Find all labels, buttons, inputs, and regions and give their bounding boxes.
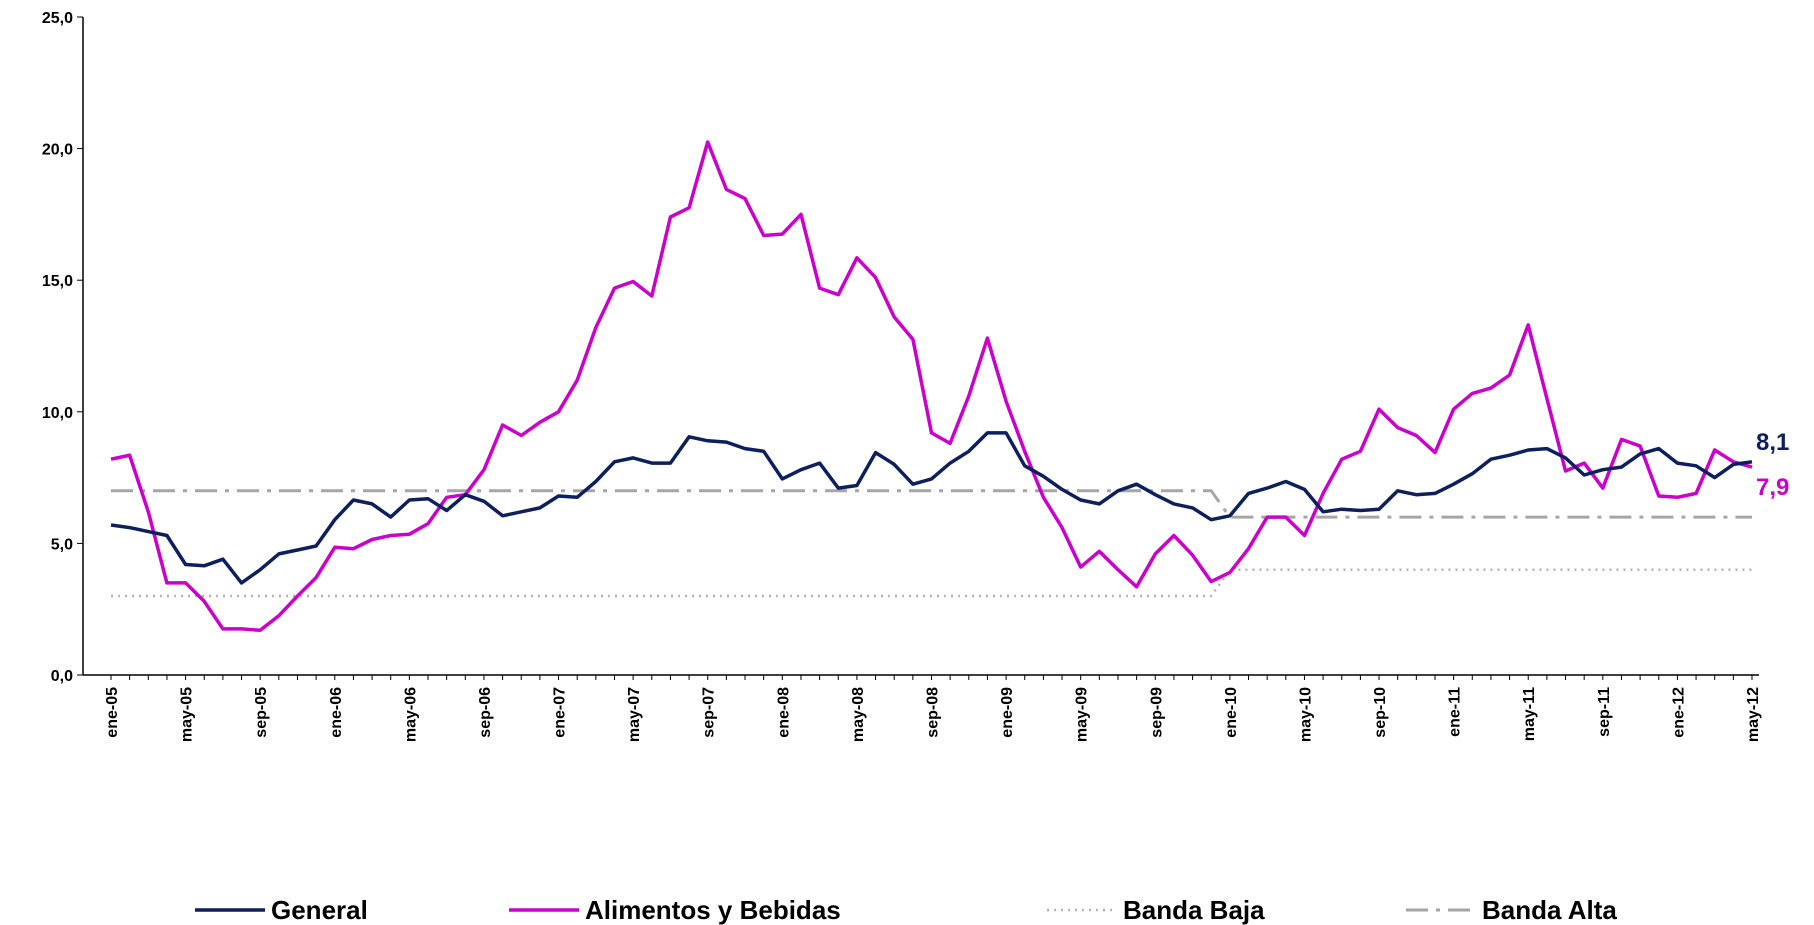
y-tick-label: 15,0 bbox=[42, 273, 73, 290]
series-line bbox=[111, 570, 1752, 596]
x-tick-label: may-09 bbox=[1074, 687, 1091, 742]
chart: 0,0 5,0 10,0 15,0 20,0 25,0 ene-05 may-05 sep-05… bbox=[0, 0, 1814, 925]
x-tick-label: ene-08 bbox=[775, 687, 792, 738]
x-tick-label: sep-09 bbox=[1148, 687, 1165, 738]
x-tick-label: ene-07 bbox=[552, 687, 569, 738]
x-tick-label: may-05 bbox=[179, 687, 196, 742]
legend-label: General bbox=[271, 895, 368, 925]
x-tick-label: sep-10 bbox=[1372, 687, 1389, 738]
x-tick-label: may-07 bbox=[626, 687, 643, 742]
x-tick-label: ene-11 bbox=[1447, 687, 1464, 737]
x-tick-label: sep-06 bbox=[477, 687, 494, 738]
y-tick-label: 5,0 bbox=[51, 536, 73, 553]
x-tick-label: ene-06 bbox=[328, 687, 345, 738]
x-tick-label: sep-08 bbox=[925, 687, 942, 738]
x-tick-label: ene-05 bbox=[104, 687, 121, 738]
x-tick-label: may-12 bbox=[1745, 687, 1762, 742]
x-tick-label: may-10 bbox=[1297, 687, 1314, 742]
legend-label: Alimentos y Bebidas bbox=[585, 895, 841, 925]
series-line bbox=[111, 433, 1752, 583]
value-label: 8,1 bbox=[1756, 429, 1789, 456]
x-tick-label: ene-10 bbox=[1223, 687, 1240, 738]
x-tick-label: sep-11 bbox=[1596, 687, 1613, 737]
x-tick-label: may-08 bbox=[850, 687, 867, 742]
x-tick-label: sep-05 bbox=[253, 687, 270, 738]
legend-label: Banda Baja bbox=[1123, 895, 1265, 925]
x-tick-label: may-11 bbox=[1521, 687, 1538, 741]
series-line bbox=[111, 491, 1752, 517]
y-tick-label: 25,0 bbox=[42, 10, 73, 27]
y-tick-label: 10,0 bbox=[42, 405, 73, 422]
y-tick-label: 20,0 bbox=[42, 142, 73, 159]
x-tick-label: may-06 bbox=[402, 687, 419, 742]
x-tick-label: sep-07 bbox=[701, 687, 718, 738]
value-label: 7,9 bbox=[1756, 474, 1789, 501]
legend-label: Banda Alta bbox=[1482, 895, 1617, 925]
x-tick-label: ene-12 bbox=[1670, 687, 1687, 738]
x-tick-label: ene-09 bbox=[999, 687, 1016, 738]
y-tick-label: 0,0 bbox=[51, 668, 73, 685]
series-line bbox=[111, 142, 1752, 630]
